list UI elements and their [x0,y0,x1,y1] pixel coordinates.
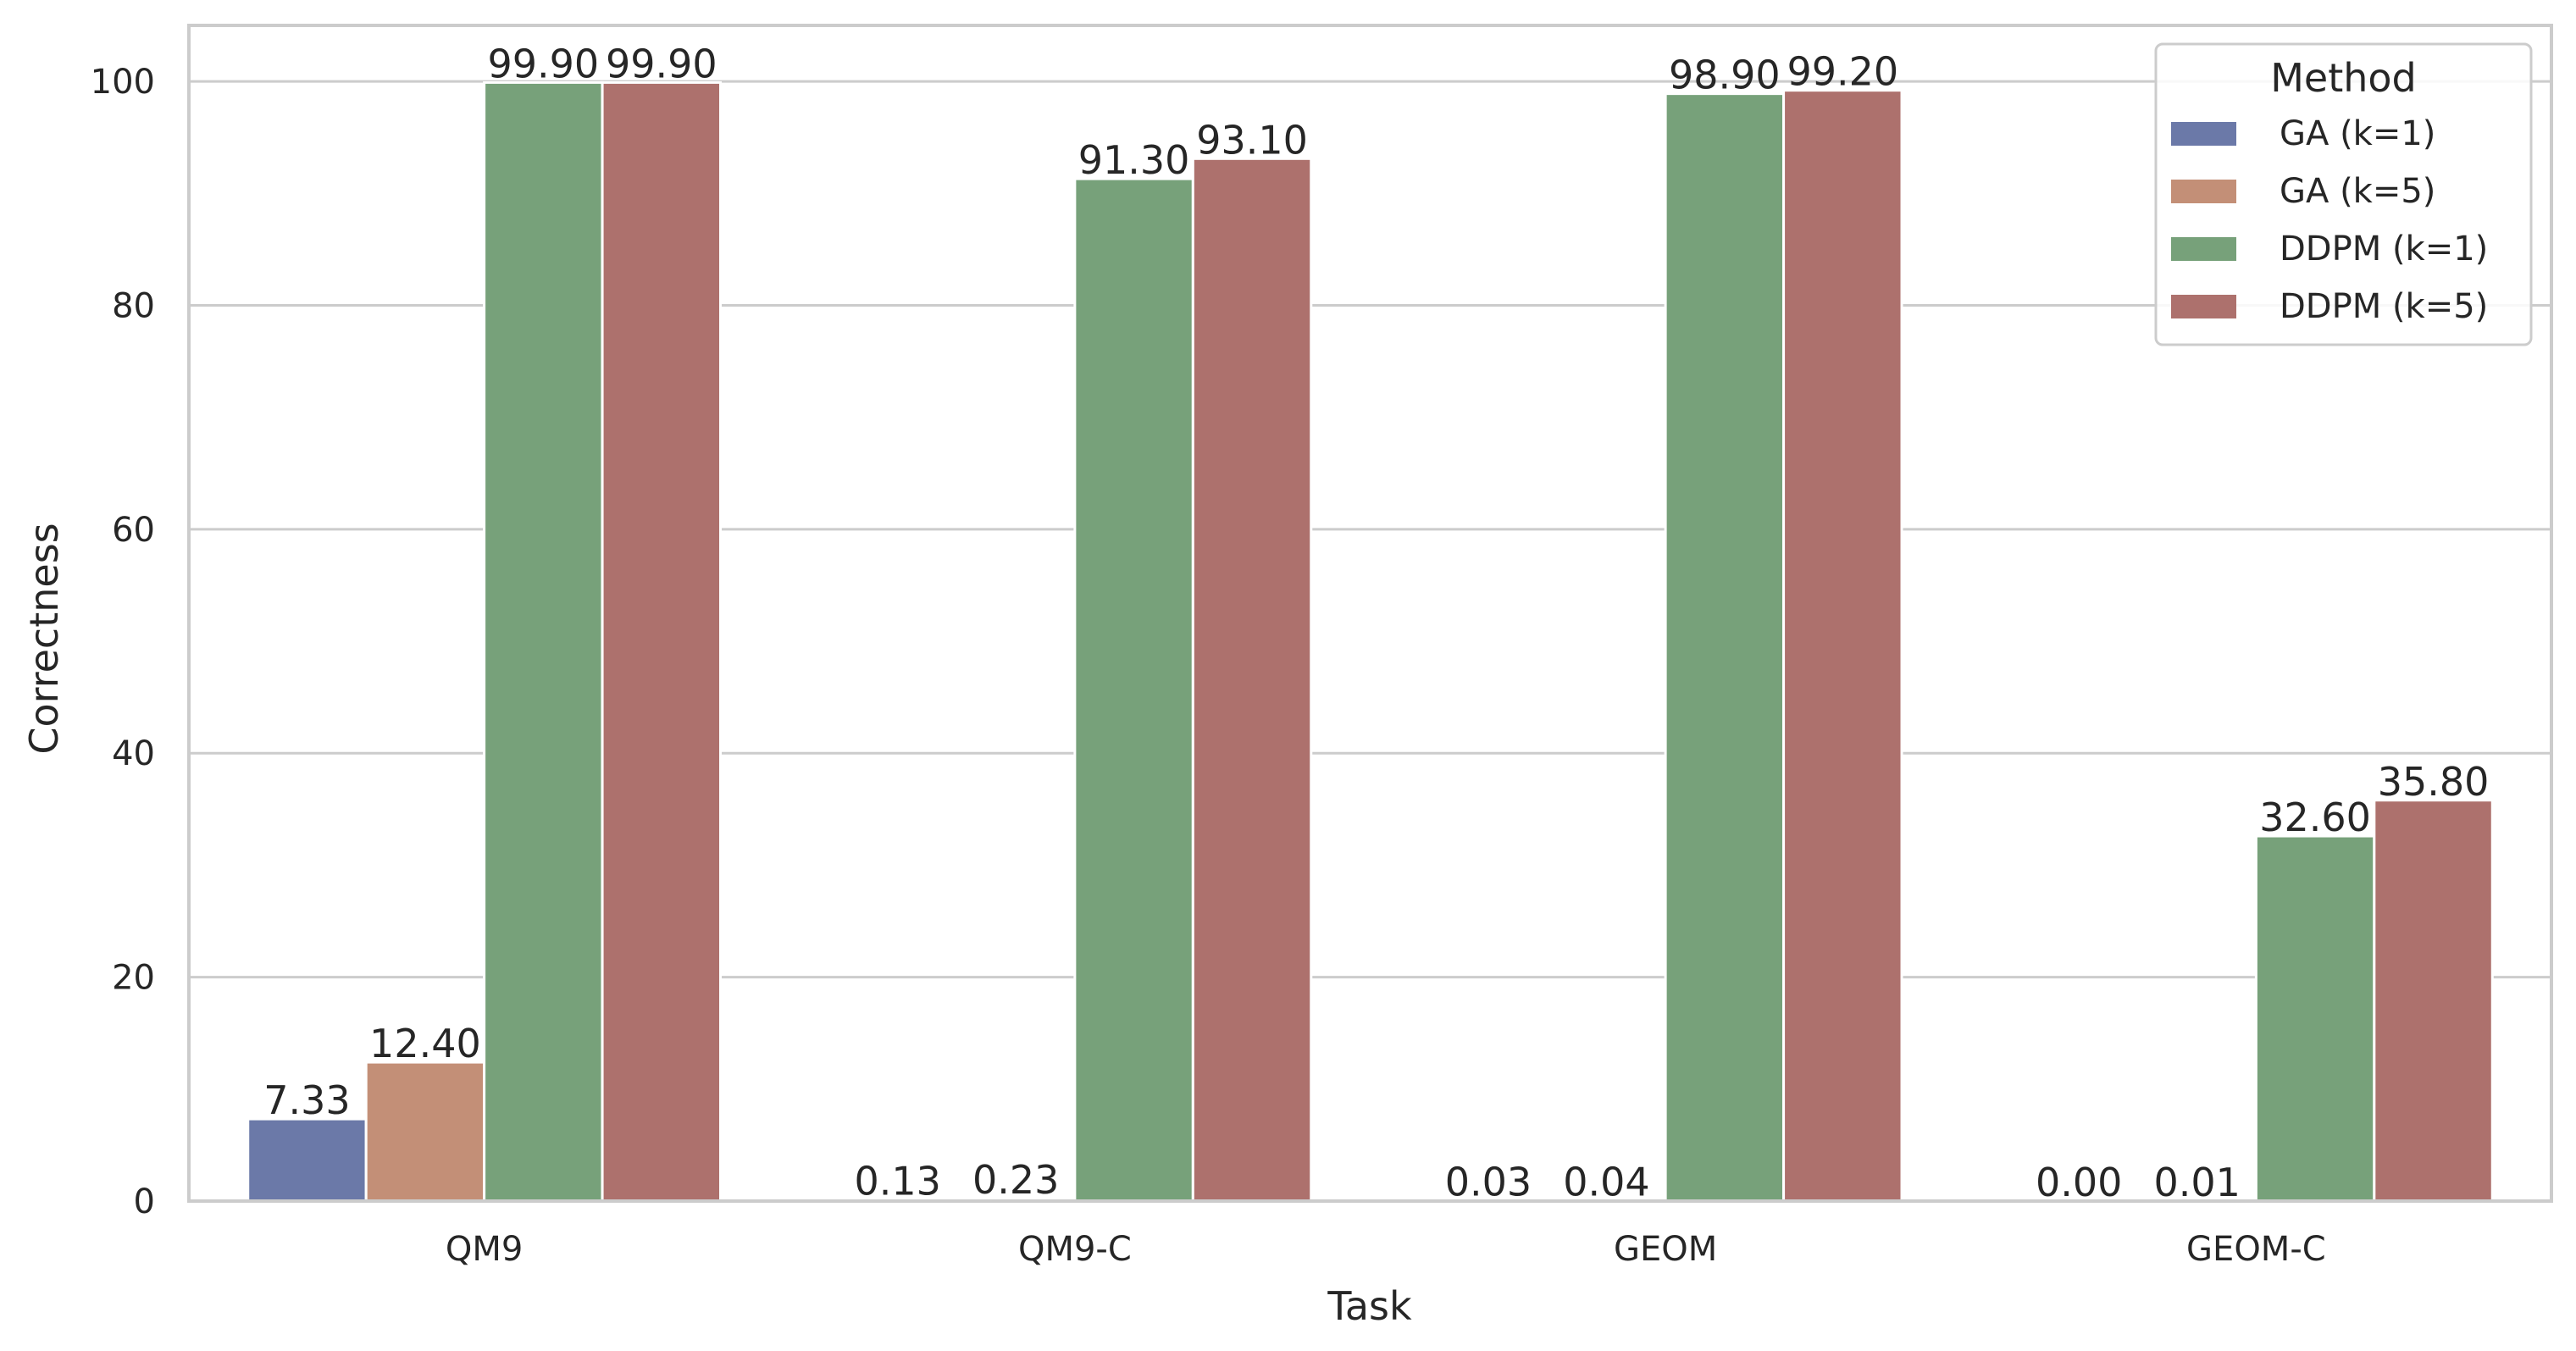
y-tick-label: 60 [112,511,155,550]
plot-frame [187,24,2553,1203]
bar-QM9-2 [483,80,604,1203]
y-axis-label: Correctness [21,523,67,754]
data-label: 99.90 [606,41,717,86]
legend-swatch [2171,237,2236,261]
data-label: 7.33 [263,1077,350,1123]
legend-entry: GA (k=1) [2280,114,2435,153]
data-label: 12.40 [369,1021,481,1066]
data-label: 35.80 [2378,759,2490,805]
data-label: 93.10 [1196,117,1308,163]
y-tick-label: 80 [112,286,155,325]
bar-QM9-C-3 [1191,157,1313,1203]
bar-QM9-1 [364,1060,486,1203]
x-tick-labels: QM9 QM9-C GEOM GEOM-C [446,1230,2326,1269]
plot-border [187,24,2553,1203]
data-label: 99.90 [487,41,599,86]
data-label: 98.90 [1669,53,1781,98]
x-tick-label: GEOM [1614,1230,1717,1269]
bar-GEOM-C-3 [2373,799,2494,1203]
x-axis-label: Task [1327,1283,1412,1329]
data-label: 0.00 [2036,1160,2122,1205]
legend-title: Method [2270,55,2417,101]
legend: Method GA (k=1) GA (k=5) DDPM (k=1) DDPM (k=… [2154,42,2533,346]
y-tick-labels: 0 20 40 60 80 100 [91,63,155,1221]
legend-box [2154,42,2533,346]
bar-QM9-3 [601,80,723,1203]
legend-entry: DDPM (k=1) [2280,230,2488,269]
data-label: 0.03 [1445,1160,1532,1205]
x-tick-label: GEOM-C [2186,1230,2326,1269]
data-label: 99.20 [1787,49,1898,95]
bars [247,80,2494,1203]
data-label: 32.60 [2259,795,2371,840]
legend-swatch [2171,122,2236,146]
x-tick-label: QM9 [446,1230,523,1269]
bar-GEOM-C-2 [2254,834,2376,1203]
y-tick-label: 40 [112,734,155,773]
data-label: 91.30 [1078,137,1190,183]
legend-swatch [2171,295,2236,318]
legend-swatch [2171,180,2236,203]
y-tick-label: 0 [134,1182,155,1221]
bar-QM9-0 [247,1117,368,1203]
x-tick-label: QM9-C [1018,1230,1132,1269]
data-labels: 7.33 0.13 0.03 0.00 12.40 0.23 0.04 0.01 99.90 91… [263,41,2489,1205]
data-label: 0.13 [854,1158,940,1204]
legend-entry: DDPM (k=5) [2280,287,2488,326]
y-tick-label: 100 [91,63,155,102]
bar-GEOM-2 [1664,92,1786,1203]
data-label: 0.23 [972,1157,1059,1203]
bar-QM9-C-2 [1073,177,1194,1203]
data-label: 0.04 [1563,1159,1649,1204]
legend-entry: GA (k=5) [2280,172,2435,211]
y-tick-label: 20 [112,959,155,998]
data-label: 0.01 [2153,1160,2240,1205]
bar-GEOM-3 [1782,89,1903,1203]
